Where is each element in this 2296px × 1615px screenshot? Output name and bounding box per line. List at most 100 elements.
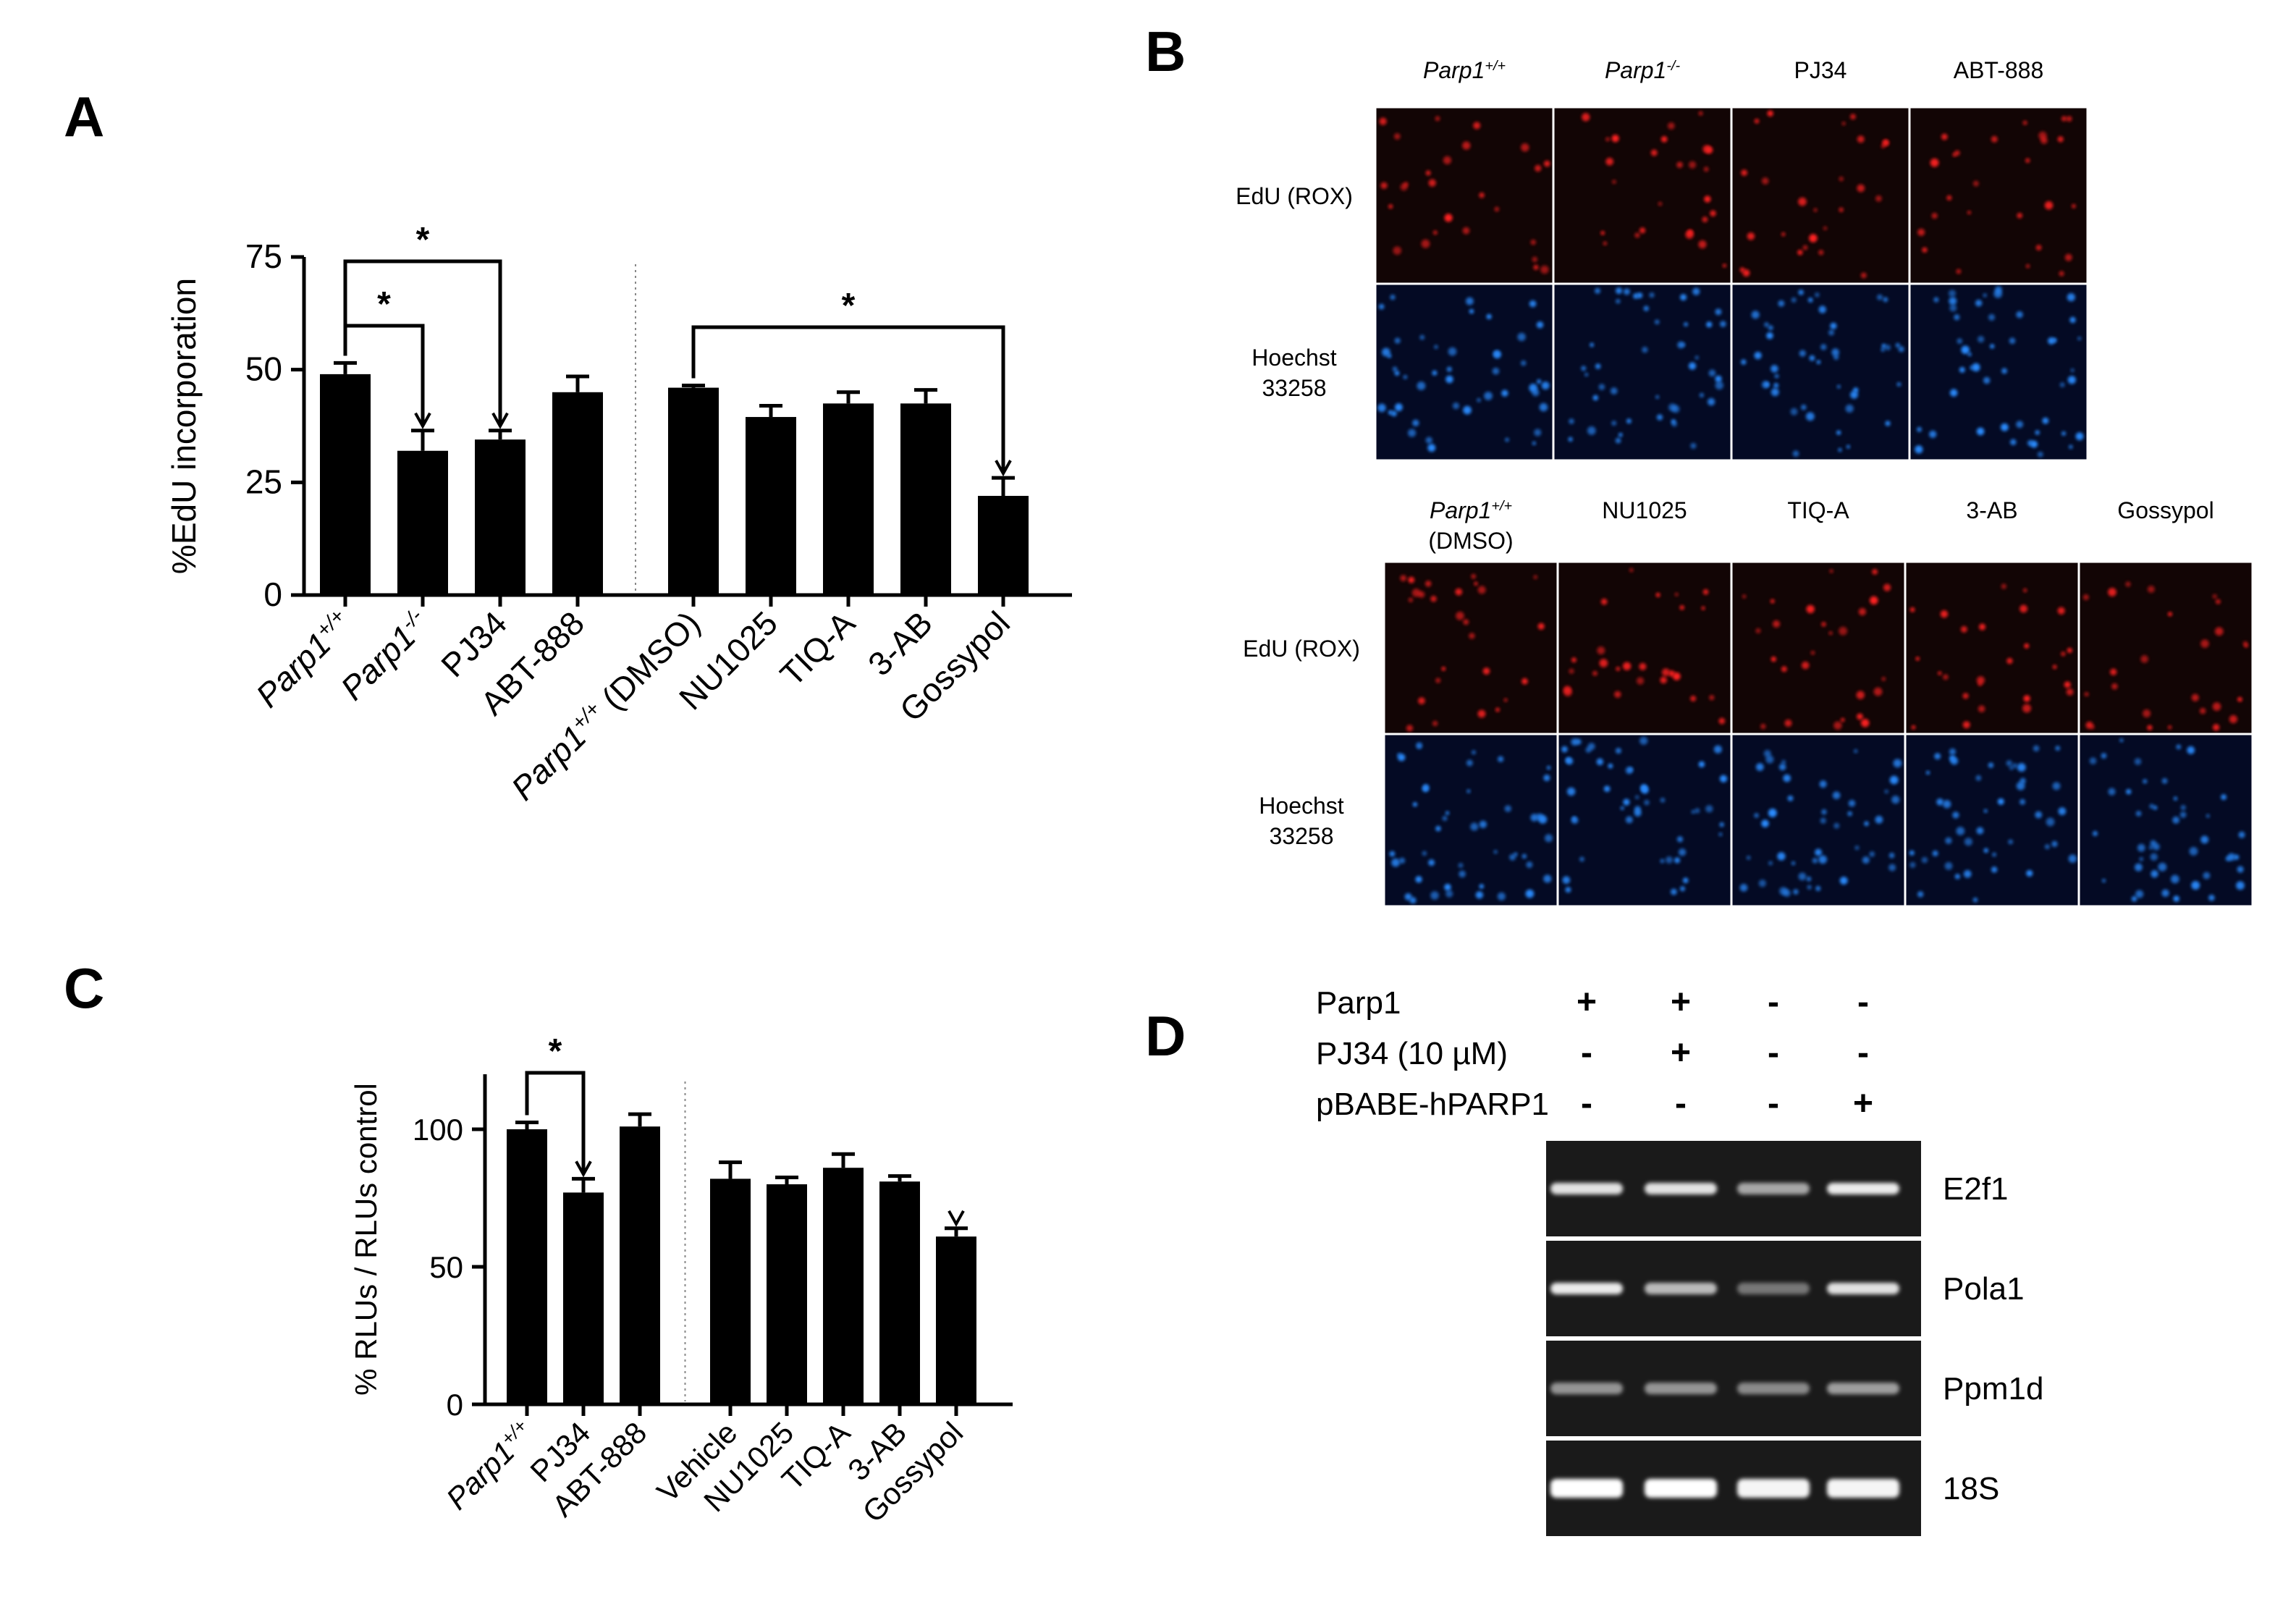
nucleus: [2189, 846, 2198, 856]
nucleus: [1764, 322, 1769, 327]
nucleus: [1530, 814, 1538, 822]
nucleus: [1964, 838, 1973, 846]
nucleus: [1815, 292, 1820, 298]
nucleus: [1442, 816, 1448, 822]
nucleus: [1432, 230, 1438, 235]
nucleus: [1720, 321, 1726, 327]
nucleus: [2033, 745, 2040, 752]
nucleus: [1698, 111, 1703, 116]
nucleus: [2019, 777, 2026, 784]
nucleus: [1962, 721, 1970, 729]
gel-band: [1737, 1479, 1810, 1498]
nucleus: [2221, 794, 2227, 801]
nucleus: [1850, 114, 1856, 120]
nucleus: [1832, 791, 1841, 800]
lane-sign: -: [1857, 1034, 1869, 1072]
nucleus: [2009, 337, 2016, 345]
nucleus: [1702, 589, 1709, 595]
nucleus: [2006, 657, 2013, 665]
nucleus: [2173, 895, 2179, 902]
nucleus: [1706, 321, 1713, 328]
nucleus: [2026, 869, 2033, 877]
nucleus: [1463, 405, 1472, 415]
nucleus: [2023, 588, 2027, 593]
nucleus: [1629, 767, 1634, 772]
gel-strip: [1546, 1241, 1921, 1336]
nucleus: [1921, 856, 1928, 864]
lane-sign: +: [1671, 1034, 1691, 1072]
panel-d-rtpcr-gel: Parp1 + + - -PJ34 (10 µM) - + - -pBABE-hPARP1- - -…: [1316, 983, 2043, 1536]
nucleus: [1802, 245, 1808, 250]
nucleus: [1505, 437, 1509, 442]
nucleus: [1819, 780, 1827, 788]
gene-label: 18S: [1943, 1471, 1999, 1506]
nucleus: [1770, 365, 1778, 373]
x-tick-label: Parp1-/-: [333, 604, 436, 707]
nucleus: [1417, 743, 1422, 749]
nucleus: [2125, 581, 2131, 587]
nucleus: [1444, 883, 1451, 891]
nucleus: [1406, 725, 1414, 732]
micrograph: [1374, 106, 1555, 285]
gel-band: [1550, 1479, 1623, 1498]
nucleus: [1682, 877, 1689, 884]
nucleus: [1954, 314, 1960, 321]
nucleus: [1942, 800, 1951, 809]
nucleus: [1911, 725, 1916, 730]
nucleus: [1540, 265, 1549, 274]
nucleus: [1922, 247, 1928, 253]
nucleus: [1639, 227, 1646, 234]
nucleus: [1394, 337, 1401, 344]
nucleus: [1833, 721, 1842, 730]
nucleus: [1425, 170, 1431, 176]
micrograph: [1552, 106, 1733, 285]
nucleus: [2025, 263, 2030, 269]
nucleus: [1976, 676, 1985, 685]
nucleus: [1810, 651, 1815, 655]
y-tick-label: 0: [447, 1388, 463, 1422]
nucleus: [2022, 120, 2027, 125]
nucleus: [1768, 325, 1773, 331]
nucleus: [1389, 851, 1396, 857]
lane-sign: +: [1853, 1084, 1873, 1123]
nucleus: [1884, 789, 1888, 794]
nucleus: [2001, 368, 2007, 374]
nucleus: [1767, 110, 1773, 117]
nucleus: [1770, 388, 1779, 397]
nucleus: [1857, 713, 1863, 720]
nucleus: [1831, 348, 1839, 357]
nucleus: [1562, 876, 1571, 885]
nucleus: [1768, 861, 1773, 866]
nucleus: [1667, 122, 1675, 130]
nucleus: [1445, 375, 1453, 384]
significance-bracket: [691, 325, 1005, 471]
x-tick-label: TIQ-A: [773, 604, 863, 693]
nucleus: [1954, 150, 1960, 156]
gene-label: Pola1: [1943, 1271, 2025, 1307]
nucleus: [1791, 861, 1796, 866]
nucleus: [2212, 702, 2221, 711]
nucleus: [1812, 857, 1818, 864]
nucleus: [1807, 885, 1812, 890]
nucleus: [1703, 166, 1709, 172]
nucleus: [1742, 594, 1747, 599]
nucleus: [1543, 774, 1550, 782]
nucleus: [2225, 856, 2231, 861]
nucleus: [1949, 297, 1957, 305]
nucleus: [2150, 840, 2157, 847]
nucleus: [1719, 775, 1728, 783]
row-label: Hoechst: [1259, 793, 1344, 819]
nucleus: [1938, 671, 1942, 675]
micrograph: [1552, 282, 1733, 462]
nucleus: [1581, 366, 1587, 371]
significance-bracket: [343, 259, 502, 423]
nucleus: [2044, 844, 2050, 850]
nucleus: [2019, 604, 2028, 613]
nucleus: [1428, 179, 1436, 187]
lane-sign: -: [1768, 1084, 1779, 1123]
nucleus: [1404, 893, 1412, 901]
bracket-arrow: [414, 412, 431, 429]
nucleus: [2108, 788, 2116, 796]
nucleus: [1471, 750, 1476, 755]
nucleus: [1521, 678, 1528, 685]
